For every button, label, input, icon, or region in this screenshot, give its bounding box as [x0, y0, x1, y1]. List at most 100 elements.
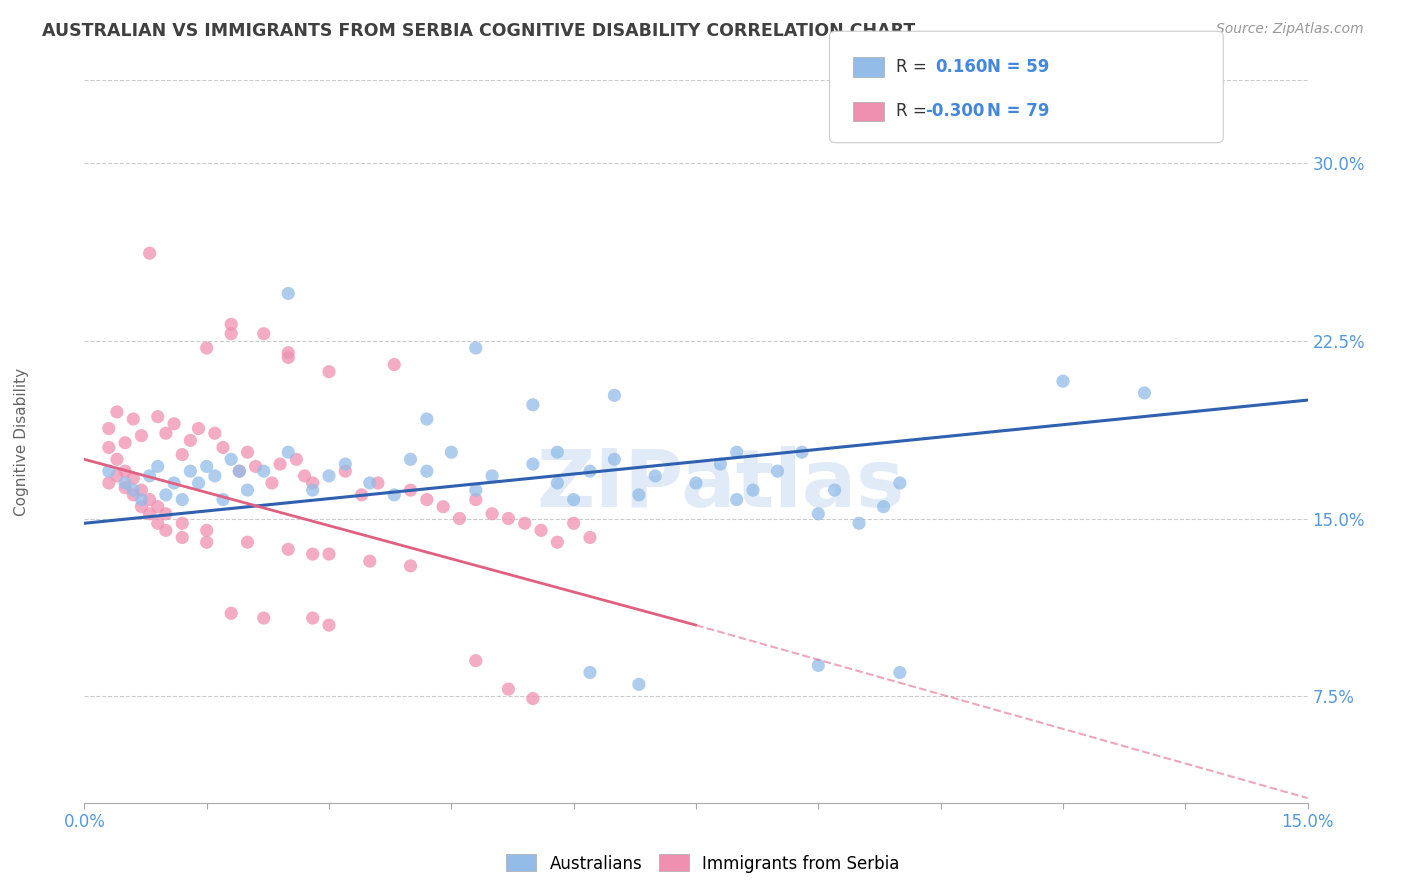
Point [172, 492, 194, 507]
Point [138, 507, 160, 521]
Point [440, 445, 463, 459]
Point [212, 441, 235, 455]
Point [603, 452, 626, 467]
Point [105, 469, 128, 483]
Point [195, 535, 218, 549]
Point [848, 516, 870, 531]
Point [131, 500, 153, 514]
Point [335, 457, 357, 471]
Point [318, 469, 340, 483]
Point [522, 457, 544, 471]
Text: AUSTRALIAN VS IMMIGRANTS FROM SERBIA COGNITIVE DISABILITY CORRELATION CHART: AUSTRALIAN VS IMMIGRANTS FROM SERBIA COG… [42, 22, 915, 40]
Point [114, 481, 136, 495]
Point [195, 341, 218, 355]
Point [131, 483, 153, 497]
Point [807, 507, 830, 521]
Point [187, 421, 209, 435]
Point [114, 435, 136, 450]
Point [335, 464, 357, 478]
Point [277, 286, 299, 301]
Text: N = 79: N = 79 [987, 103, 1049, 120]
Point [105, 405, 128, 419]
Point [163, 417, 186, 431]
Point [122, 488, 145, 502]
Point [97, 441, 120, 455]
Point [725, 445, 748, 459]
Point [155, 488, 177, 502]
Point [449, 511, 471, 525]
Point [627, 677, 650, 691]
Point [277, 345, 299, 359]
Point [464, 341, 486, 355]
Point [301, 475, 323, 490]
Point [872, 500, 894, 514]
Point [644, 469, 666, 483]
Point [253, 326, 276, 341]
Point [172, 531, 194, 545]
Text: Source: ZipAtlas.com: Source: ZipAtlas.com [1216, 22, 1364, 37]
Point [546, 535, 568, 549]
Point [163, 475, 186, 490]
Point [260, 475, 283, 490]
Point [318, 618, 340, 632]
Point [464, 492, 486, 507]
Point [889, 665, 911, 680]
Point [122, 412, 145, 426]
Point [228, 464, 250, 478]
Point [579, 464, 602, 478]
Point [131, 428, 153, 442]
Point [350, 488, 373, 502]
Text: N = 59: N = 59 [987, 58, 1049, 76]
Point [301, 547, 323, 561]
Point [138, 469, 160, 483]
Point [122, 483, 145, 497]
Point [359, 554, 381, 568]
Point [138, 492, 160, 507]
Point [219, 326, 242, 341]
Point [212, 492, 235, 507]
Point [269, 457, 291, 471]
Point [219, 607, 242, 621]
Point [464, 483, 486, 497]
Point [498, 682, 520, 697]
Point [416, 464, 439, 478]
Point [277, 351, 299, 365]
Text: R =: R = [896, 58, 932, 76]
Point [685, 475, 707, 490]
Point [277, 445, 299, 459]
Point [579, 665, 602, 680]
Point [155, 507, 177, 521]
Point [204, 426, 226, 441]
Point [253, 464, 276, 478]
Point [138, 246, 160, 260]
Point [416, 412, 439, 426]
Point [627, 488, 650, 502]
Point [399, 558, 422, 573]
Legend: Australians, Immigrants from Serbia: Australians, Immigrants from Serbia [499, 847, 907, 880]
Point [155, 524, 177, 538]
Point [562, 516, 585, 531]
Point [236, 535, 259, 549]
Point [131, 492, 153, 507]
Point [228, 464, 250, 478]
Point [481, 469, 503, 483]
Point [382, 358, 405, 372]
Point [522, 691, 544, 706]
Point [294, 469, 316, 483]
Point [432, 500, 454, 514]
Point [285, 452, 308, 467]
Point [367, 475, 389, 490]
Point [236, 483, 259, 497]
Point [245, 459, 267, 474]
Point [725, 492, 748, 507]
Point [219, 318, 242, 332]
Point [146, 409, 169, 424]
Point [889, 475, 911, 490]
Point [97, 464, 120, 478]
Point [172, 448, 194, 462]
Point [603, 388, 626, 402]
Point [709, 457, 731, 471]
Point [416, 492, 439, 507]
Point [318, 547, 340, 561]
Point [146, 459, 169, 474]
